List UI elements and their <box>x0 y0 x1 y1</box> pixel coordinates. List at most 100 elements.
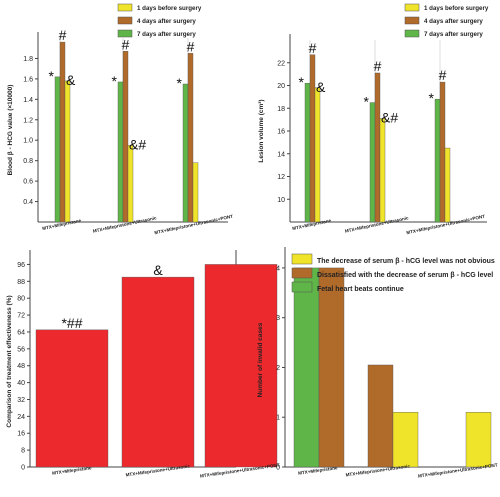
legend-label: 1 days before surgery <box>424 5 489 12</box>
bar <box>204 264 278 468</box>
significance-mark: # <box>187 38 195 54</box>
y-tick-label: 2 <box>276 365 280 372</box>
significance-mark: * <box>299 74 305 90</box>
significance-mark: * <box>177 75 183 91</box>
significance-mark: * <box>429 90 435 106</box>
bar <box>367 364 394 468</box>
y-tick-label: 48 <box>17 363 25 370</box>
y-tick-label: 18 <box>277 106 285 113</box>
y-tick-label: 12 <box>277 174 285 181</box>
legend: The decrease of serum β - hCG level was … <box>291 253 495 293</box>
legend-label: 4 days after surgery <box>137 18 196 25</box>
y-tick-label: 40 <box>17 380 25 387</box>
y-tick-label: 80 <box>17 296 25 303</box>
legend-swatch <box>291 281 313 293</box>
y-axis-label: Blood β - HCG value (×10000) <box>7 85 14 176</box>
significance-mark: &# <box>129 136 146 152</box>
bar <box>59 41 66 223</box>
bar <box>444 147 451 223</box>
significance-mark: * <box>49 68 55 84</box>
bar <box>369 102 376 223</box>
bar <box>64 80 71 223</box>
bar <box>374 72 381 223</box>
significance-mark: * <box>112 73 118 89</box>
y-tick-label: 20 <box>277 83 285 90</box>
significance-mark: # <box>309 40 317 56</box>
legend: 1 days before surgery 4 days after surger… <box>404 3 489 38</box>
bar <box>54 76 61 223</box>
legend-label: 4 days after surgery <box>424 18 483 25</box>
legend-label: Dissatisfied with the decrease of serum … <box>317 272 493 279</box>
y-tick-label: 1.0 <box>23 138 33 145</box>
y-tick-label: 0 <box>21 465 25 472</box>
y-tick-label: 1.6 <box>23 76 33 83</box>
significance-mark: *## <box>61 315 82 331</box>
y-tick-label: 4 <box>276 265 280 272</box>
significance-mark: * <box>364 94 370 110</box>
y-axis-label: Number of invalid cases <box>257 322 264 397</box>
significance-mark: & <box>316 79 326 95</box>
bar <box>439 81 446 223</box>
legend-swatch <box>404 3 420 12</box>
legend-swatch <box>117 29 133 38</box>
y-tick-label: 1 <box>276 415 280 422</box>
bar <box>434 98 441 223</box>
y-tick-label: 16 <box>17 431 25 438</box>
category-label: MTX+Mifepristone+Ultrasonic+PONT <box>418 462 498 478</box>
bar <box>309 54 316 223</box>
chart-panel-4: 0 1 2 3 4 Number of invalid cases MTX+Mifepris… <box>257 247 498 479</box>
bar <box>293 267 320 468</box>
chart-panel-1: 0.4 0.6 0.8 1.0 1.2 1.4 1.6 1.8 Blood β - HCG va… <box>7 3 234 235</box>
legend-swatch <box>291 267 313 279</box>
bar <box>392 412 419 468</box>
y-tick-label: 14 <box>277 151 285 158</box>
significance-mark: # <box>374 58 382 74</box>
legend: 1 days before surgery 4 days after surger… <box>117 3 202 38</box>
bar <box>127 145 134 223</box>
y-tick-label: 0.4 <box>23 199 33 206</box>
significance-mark: # <box>59 27 67 43</box>
legend-label: 7 days after surgery <box>137 31 196 38</box>
y-tick-label: 10 <box>277 197 285 204</box>
y-tick-label: 0.6 <box>23 179 33 186</box>
legend-swatch <box>117 3 133 12</box>
significance-mark: # <box>439 67 447 83</box>
bar <box>187 53 194 223</box>
y-tick-label: 24 <box>17 414 25 421</box>
bar <box>122 51 129 223</box>
legend-label: The decrease of serum β - hCG level was … <box>317 258 495 265</box>
y-tick-label: 8 <box>21 448 25 455</box>
bar <box>318 267 345 468</box>
legend-label: 7 days after surgery <box>424 31 483 38</box>
y-tick-label: 1.2 <box>23 117 33 124</box>
y-tick-label: 16 <box>277 129 285 136</box>
y-axis-label: Lesion volume (cm³) <box>258 99 265 162</box>
y-tick-label: 96 <box>17 262 25 269</box>
y-tick-label: 56 <box>17 346 25 353</box>
y-tick-label: 1.4 <box>23 97 33 104</box>
y-tick-label: 64 <box>17 329 25 336</box>
y-tick-label: 3 <box>276 315 280 322</box>
legend-label: 1 days before surgery <box>137 5 202 12</box>
bar <box>121 276 195 468</box>
legend-swatch <box>291 253 313 265</box>
y-tick-label: 0 <box>276 465 280 472</box>
legend-swatch <box>117 16 133 25</box>
y-axis-label: Comparison of treatment effectiveness (%… <box>6 295 13 427</box>
legend-swatch <box>404 16 420 25</box>
category-label: MTX+Mifepristone <box>52 465 92 476</box>
y-tick-label: 0.8 <box>23 158 33 165</box>
legend-label: Fetal heart beats continue <box>317 286 404 293</box>
bar <box>182 83 189 223</box>
significance-mark: &# <box>381 109 398 125</box>
bar <box>35 329 109 468</box>
y-tick-label: 1.8 <box>23 56 33 63</box>
category-label: MTX+Mifepristone <box>298 465 338 476</box>
bar <box>304 83 311 223</box>
y-tick-label: 22 <box>277 60 285 67</box>
y-tick-label: 32 <box>17 397 25 404</box>
bar <box>192 162 199 223</box>
